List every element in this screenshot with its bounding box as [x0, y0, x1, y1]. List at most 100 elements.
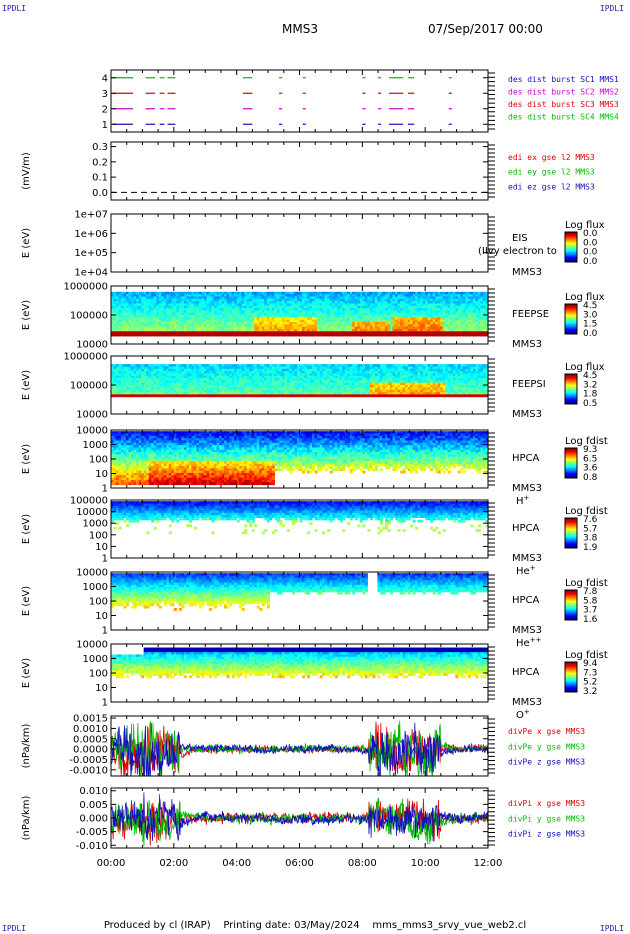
- heatmap-cell: [369, 305, 373, 309]
- heatmap-cell: [136, 298, 140, 302]
- heatmap-cell: [261, 324, 265, 328]
- heatmap-cell: [440, 331, 444, 335]
- heatmap-cell: [400, 328, 404, 332]
- heatmap-cell: [435, 291, 439, 295]
- y-axis-label: E (eV): [21, 228, 32, 258]
- heatmap-cell: [123, 324, 127, 328]
- colorbar-segment: [565, 237, 577, 239]
- heatmap-cell: [397, 331, 401, 335]
- heatmap-cell: [173, 315, 177, 318]
- heatmap-cell: [231, 294, 235, 297]
- heatmap-cell: [201, 303, 205, 307]
- heatmap-cell: [264, 315, 268, 318]
- heatmap-cell: [442, 317, 446, 321]
- heatmap-cell: [420, 324, 424, 328]
- heatmap-cell: [307, 315, 311, 318]
- heatmap-cell: [214, 296, 218, 300]
- heatmap-cell: [246, 319, 250, 323]
- heatmap-cell: [188, 319, 193, 323]
- heatmap-cell: [445, 326, 449, 330]
- heatmap-cell: [163, 328, 167, 332]
- heatmap-cell: [324, 298, 328, 302]
- heatmap-cell: [445, 317, 449, 321]
- heatmap-cell: [342, 333, 346, 337]
- heatmap-cell: [354, 324, 358, 328]
- heatmap-cell: [364, 333, 368, 337]
- heatmap-cell: [259, 319, 263, 323]
- heatmap-cell: [440, 333, 444, 337]
- heatmap-cell: [281, 319, 286, 323]
- heatmap-cell: [193, 301, 198, 304]
- heatmap-cell: [183, 303, 187, 307]
- heatmap-cell: [161, 331, 165, 335]
- heatmap-cell: [141, 324, 145, 328]
- heatmap-cell: [186, 296, 190, 300]
- heatmap-cell: [246, 296, 250, 300]
- heatmap-cell: [163, 331, 167, 335]
- heatmap-cell: [158, 296, 162, 300]
- heatmap-cell: [191, 333, 195, 337]
- heatmap-cell: [347, 291, 351, 295]
- heatmap-cell: [334, 326, 338, 330]
- heatmap-cell: [322, 305, 326, 309]
- heatmap-cell: [337, 308, 341, 311]
- heatmap-cell: [266, 296, 270, 300]
- heatmap-cell: [126, 294, 130, 297]
- heatmap-cell: [111, 294, 115, 297]
- heatmap-cell: [314, 319, 318, 323]
- heatmap-cell: [193, 333, 198, 337]
- heatmap-cell: [131, 331, 135, 335]
- heatmap-cell: [407, 333, 411, 337]
- heatmap-cell: [254, 310, 258, 314]
- heatmap-cell: [357, 331, 361, 335]
- heatmap-cell: [181, 303, 185, 307]
- heatmap-cell: [342, 296, 346, 300]
- heatmap-cell: [266, 324, 270, 328]
- heatmap-cell: [296, 310, 301, 314]
- heatmap-cell: [450, 326, 454, 330]
- heatmap-cell: [259, 322, 263, 325]
- heatmap-cell: [407, 331, 411, 335]
- heatmap-cell: [359, 301, 363, 304]
- heatmap-cell: [384, 301, 389, 304]
- heatmap-cell: [392, 294, 396, 297]
- heatmap-cell: [432, 305, 436, 309]
- heatmap-cell: [118, 303, 122, 307]
- heatmap-cell: [294, 328, 298, 332]
- heatmap-cell: [427, 296, 431, 300]
- heatmap-cell: [148, 301, 152, 304]
- heatmap-cell: [203, 331, 208, 335]
- heatmap-cell: [286, 328, 291, 332]
- heatmap-cell: [146, 315, 150, 318]
- heatmap-cell: [251, 315, 255, 318]
- heatmap-cell: [364, 308, 368, 311]
- heatmap-cell: [291, 301, 296, 304]
- heatmap-cell: [231, 298, 235, 302]
- heatmap-cell: [188, 296, 193, 300]
- heatmap-cell: [141, 305, 145, 309]
- heatmap-cell: [314, 317, 318, 321]
- heatmap-cell: [111, 305, 115, 309]
- heatmap-cell: [377, 322, 381, 325]
- heatmap-cell: [415, 298, 419, 302]
- heatmap-cell: [339, 324, 343, 328]
- heatmap-cell: [307, 296, 311, 300]
- heatmap-cell: [264, 303, 268, 307]
- heatmap-cell: [116, 298, 120, 302]
- heatmap-cell: [128, 315, 132, 318]
- heatmap-cell: [153, 298, 157, 302]
- heatmap-cell: [206, 331, 210, 335]
- heatmap-cell: [191, 294, 195, 297]
- heatmap-cell: [294, 319, 298, 323]
- heatmap-cell: [362, 322, 366, 325]
- heatmap-cell: [294, 305, 298, 309]
- heatmap-cell: [231, 312, 235, 316]
- heatmap-cell: [400, 317, 404, 321]
- heatmap-cell: [296, 312, 301, 316]
- heatmap-cell: [407, 301, 411, 304]
- heatmap-cell: [113, 326, 117, 330]
- heatmap-cell: [259, 308, 263, 311]
- heatmap-cell: [186, 310, 190, 314]
